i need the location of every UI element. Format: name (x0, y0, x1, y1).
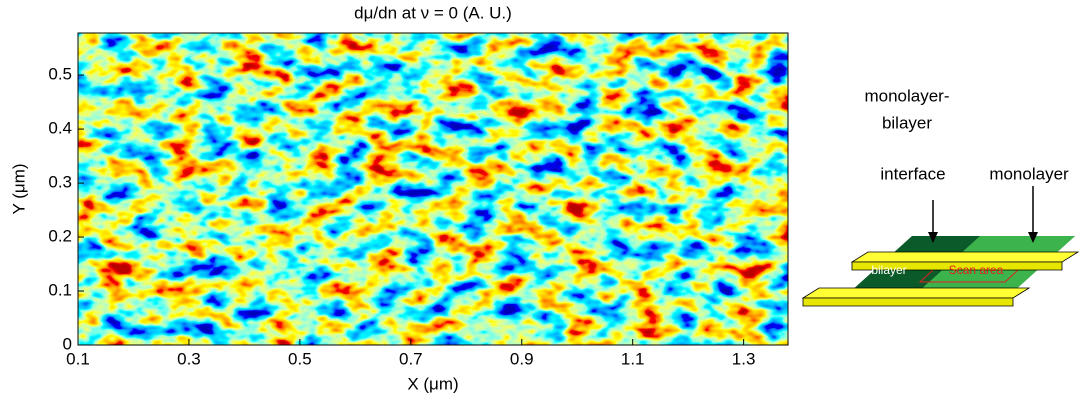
x-tick-label: 0.7 (399, 349, 423, 368)
bilayer-label: bilayer (871, 263, 906, 277)
plot-frame (77, 32, 789, 346)
y-tick-label: 0.2 (48, 227, 72, 246)
y-tick-label: 0.3 (48, 173, 72, 192)
heatmap-image (78, 33, 788, 345)
y-axis-label: Y (μm) (9, 163, 28, 214)
interface-label: monolayer- (864, 86, 949, 105)
y-tick-label: 0 (63, 334, 72, 353)
contact-bottom (801, 287, 1031, 299)
scan-area-label: Scan area (949, 263, 1004, 277)
arrowhead-monolayer (1028, 232, 1038, 243)
x-axis-label: X (μm) (407, 374, 458, 393)
y-tick-label: 0.5 (48, 65, 72, 84)
chart-title: dμ/dn at ν = 0 (A. U.) (354, 3, 512, 22)
x-tick-label: 0.3 (177, 349, 201, 368)
contact-bottom-side (802, 297, 1014, 307)
monolayer-label: monolayer (989, 164, 1069, 183)
y-tick-label: 0.1 (48, 281, 72, 300)
x-tick-label: 1.3 (732, 349, 756, 368)
x-tick-label: 0.1 (66, 349, 90, 368)
interface-label: interface (880, 164, 945, 183)
arrowhead-interface (928, 232, 938, 243)
contact-top-side (851, 261, 1063, 271)
x-tick-label: 0.9 (510, 349, 534, 368)
interface-label: bilayer (882, 113, 932, 132)
device-diagram: monolayer- bilayer interface monolayer b… (801, 86, 1080, 307)
y-tick-label: 0.4 (48, 119, 72, 138)
x-tick-label: 0.5 (288, 349, 312, 368)
x-tick-label: 1.1 (621, 349, 645, 368)
